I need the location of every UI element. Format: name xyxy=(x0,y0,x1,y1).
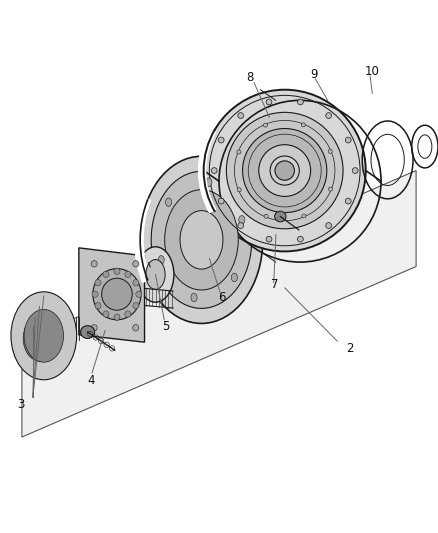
Ellipse shape xyxy=(146,260,165,289)
Ellipse shape xyxy=(81,326,95,338)
Ellipse shape xyxy=(218,137,224,143)
Ellipse shape xyxy=(326,223,332,229)
Ellipse shape xyxy=(92,291,98,297)
Ellipse shape xyxy=(345,137,351,143)
Polygon shape xyxy=(22,171,416,437)
Ellipse shape xyxy=(12,301,69,376)
Ellipse shape xyxy=(328,149,332,154)
Ellipse shape xyxy=(237,150,241,154)
Ellipse shape xyxy=(125,311,131,317)
Ellipse shape xyxy=(275,161,294,180)
Ellipse shape xyxy=(218,198,224,204)
Ellipse shape xyxy=(22,322,51,360)
Text: 8: 8 xyxy=(247,71,254,84)
Ellipse shape xyxy=(275,211,286,222)
Text: 6: 6 xyxy=(218,291,226,304)
Text: 7: 7 xyxy=(271,278,278,291)
Ellipse shape xyxy=(328,187,332,191)
Text: 2: 2 xyxy=(346,342,353,355)
Ellipse shape xyxy=(136,291,142,297)
Ellipse shape xyxy=(243,128,327,213)
Ellipse shape xyxy=(24,309,64,362)
Ellipse shape xyxy=(297,99,303,105)
Ellipse shape xyxy=(11,292,77,379)
Ellipse shape xyxy=(21,335,39,358)
Ellipse shape xyxy=(326,112,332,118)
Polygon shape xyxy=(79,248,145,342)
Ellipse shape xyxy=(238,112,244,118)
Ellipse shape xyxy=(270,156,299,185)
Ellipse shape xyxy=(231,273,237,282)
Ellipse shape xyxy=(302,214,306,218)
Ellipse shape xyxy=(237,188,241,192)
Ellipse shape xyxy=(238,223,244,229)
Ellipse shape xyxy=(352,168,358,173)
Ellipse shape xyxy=(166,198,172,206)
Ellipse shape xyxy=(165,190,238,290)
Ellipse shape xyxy=(133,325,139,331)
Ellipse shape xyxy=(226,112,343,229)
Ellipse shape xyxy=(114,314,120,320)
Ellipse shape xyxy=(345,198,351,204)
Ellipse shape xyxy=(103,311,109,317)
Ellipse shape xyxy=(133,279,139,286)
Ellipse shape xyxy=(102,278,132,310)
Ellipse shape xyxy=(263,123,268,127)
Text: 5: 5 xyxy=(162,320,170,334)
Ellipse shape xyxy=(114,268,120,274)
Ellipse shape xyxy=(301,123,305,127)
Ellipse shape xyxy=(93,269,141,320)
Ellipse shape xyxy=(180,211,223,269)
Ellipse shape xyxy=(91,261,97,267)
Ellipse shape xyxy=(95,279,101,286)
Ellipse shape xyxy=(15,327,44,366)
Ellipse shape xyxy=(91,325,97,331)
Ellipse shape xyxy=(266,236,272,242)
Ellipse shape xyxy=(191,293,197,302)
Ellipse shape xyxy=(239,215,245,224)
Ellipse shape xyxy=(259,144,311,197)
Ellipse shape xyxy=(137,247,174,302)
Ellipse shape xyxy=(204,90,366,252)
Ellipse shape xyxy=(211,168,217,173)
Ellipse shape xyxy=(133,303,139,309)
Text: 4: 4 xyxy=(88,374,95,387)
Ellipse shape xyxy=(264,214,268,219)
Ellipse shape xyxy=(133,261,139,267)
Ellipse shape xyxy=(125,271,131,278)
Text: 9: 9 xyxy=(310,68,318,81)
Ellipse shape xyxy=(206,178,212,187)
Ellipse shape xyxy=(103,271,109,278)
Ellipse shape xyxy=(95,302,101,309)
Ellipse shape xyxy=(21,328,45,360)
Text: 10: 10 xyxy=(364,65,379,78)
Ellipse shape xyxy=(13,309,61,373)
Ellipse shape xyxy=(23,316,57,361)
Text: 3: 3 xyxy=(18,398,25,411)
Ellipse shape xyxy=(151,171,252,309)
Ellipse shape xyxy=(266,99,272,105)
Ellipse shape xyxy=(14,317,53,370)
Ellipse shape xyxy=(297,236,303,242)
Ellipse shape xyxy=(158,256,164,264)
Ellipse shape xyxy=(140,156,263,324)
